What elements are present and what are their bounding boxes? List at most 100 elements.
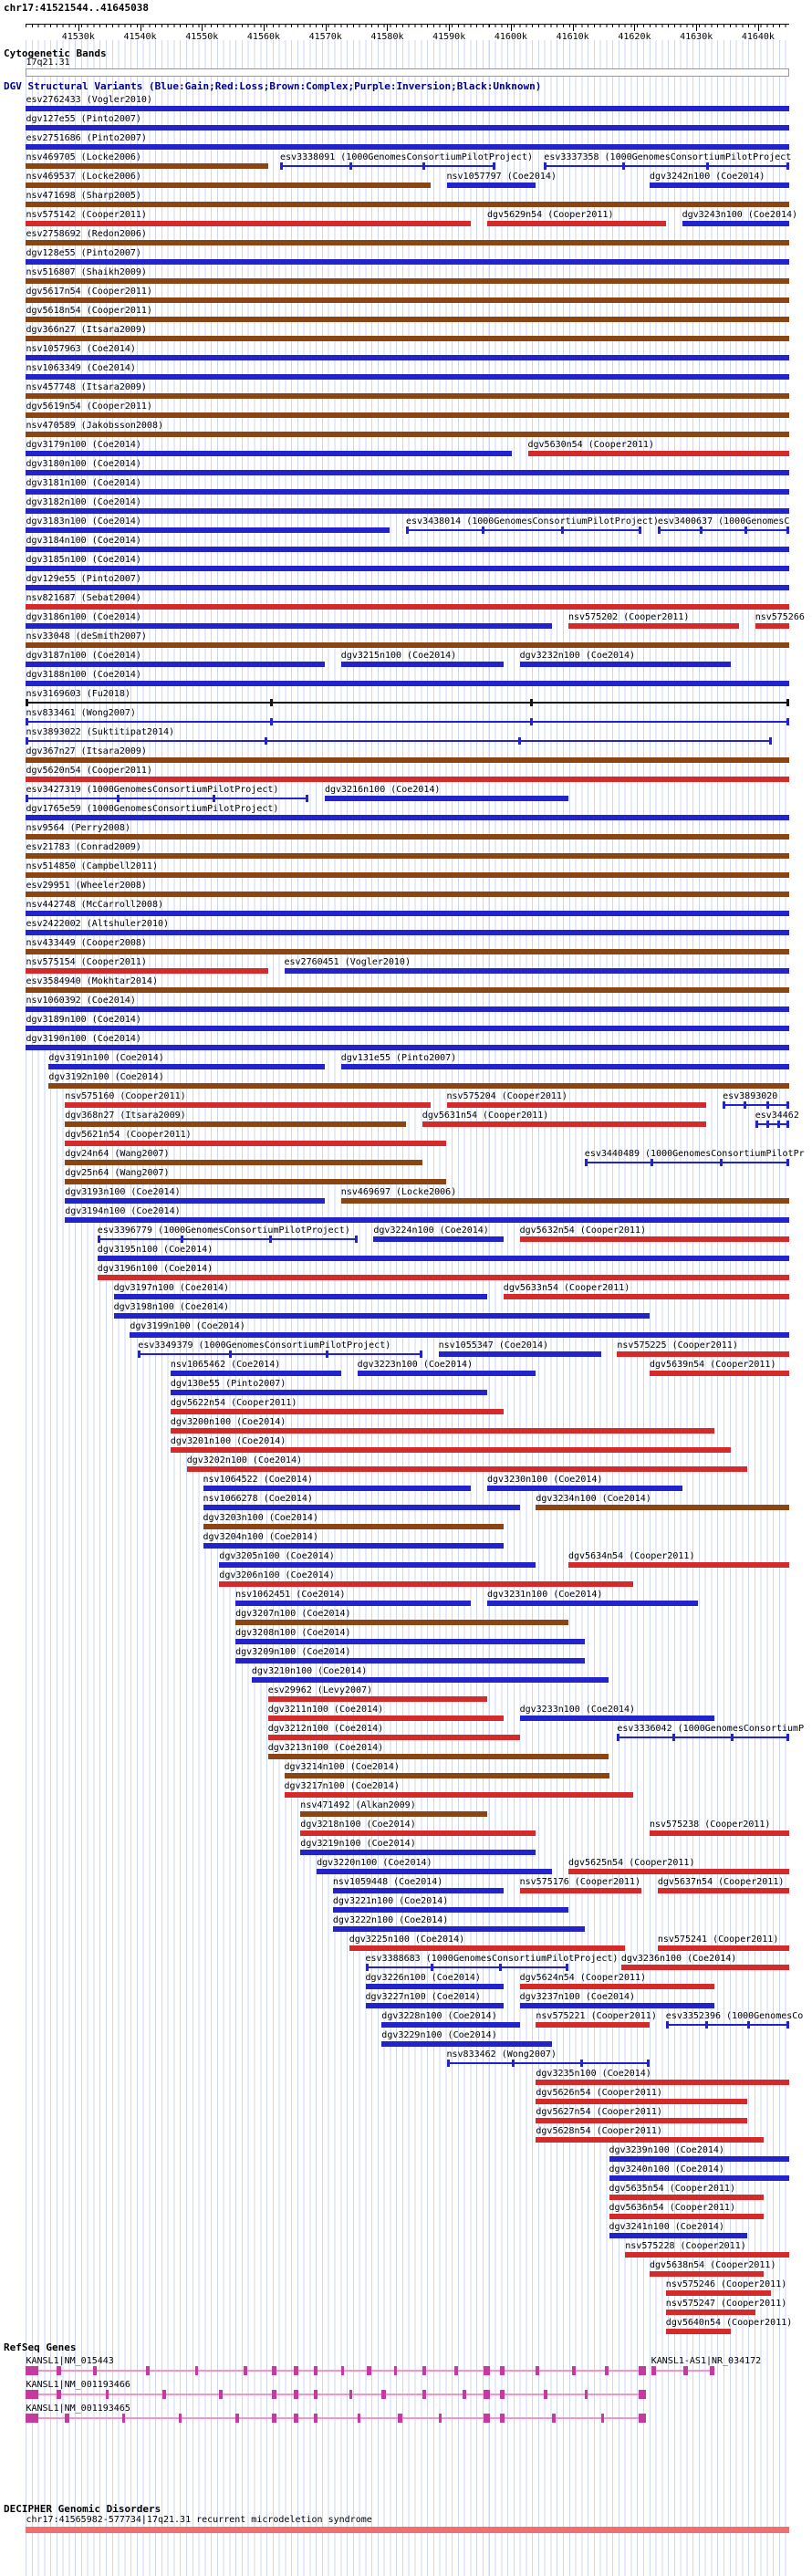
variant-bar[interactable] xyxy=(365,1984,504,1989)
gene-exon[interactable] xyxy=(244,2366,247,2375)
variant-label[interactable]: esv3400637 (1000GenomesC xyxy=(657,516,790,527)
variant-label[interactable]: nsv9564 (Perry2008) xyxy=(26,823,130,833)
variant-label[interactable]: dgv3231n100 (Coe2014) xyxy=(487,1590,603,1600)
variant-label[interactable]: dgv3200n100 (Coe2014) xyxy=(170,1417,286,1427)
variant-bar[interactable] xyxy=(26,1006,790,1012)
variant-bar[interactable] xyxy=(568,623,739,629)
gene-exon[interactable] xyxy=(639,2390,646,2399)
variant-label[interactable]: esv3337358 (1000GenomesConsortiumPilotPr… xyxy=(544,152,792,162)
variant-bar[interactable] xyxy=(340,1064,790,1069)
gene-exon[interactable] xyxy=(484,2414,490,2423)
variant-label[interactable]: dgv3242n100 (Coe2014) xyxy=(650,172,765,182)
gene-exon[interactable] xyxy=(178,2414,182,2423)
variant-bar[interactable] xyxy=(26,815,790,820)
variant-label[interactable]: dgv3211n100 (Coe2014) xyxy=(267,1705,384,1715)
variant-bar[interactable] xyxy=(568,1869,790,1874)
variant-bar[interactable] xyxy=(657,1888,790,1893)
variant-label[interactable]: esv2762433 (Vogler2010) xyxy=(26,95,152,105)
variant-label[interactable]: nsv575228 (Cooper2011) xyxy=(625,2241,746,2251)
variant-line[interactable] xyxy=(26,721,790,723)
gene-exon[interactable] xyxy=(121,2414,126,2423)
variant-label[interactable]: dgv5636n54 (Cooper2011) xyxy=(609,2203,735,2213)
variant-bar[interactable] xyxy=(519,1716,715,1721)
variant-label[interactable]: dgv3212n100 (Coe2014) xyxy=(267,1724,384,1734)
variant-bar[interactable] xyxy=(97,1256,790,1261)
gene-line[interactable] xyxy=(26,2370,646,2372)
variant-label[interactable]: dgv3228n100 (Coe2014) xyxy=(381,2011,497,2021)
variant-label[interactable]: dgv3185n100 (Coe2014) xyxy=(26,555,141,565)
gene-exon[interactable] xyxy=(584,2390,588,2399)
variant-bar[interactable] xyxy=(26,336,790,341)
variant-label[interactable]: esv2760451 (Vogler2010) xyxy=(284,957,411,967)
variant-line[interactable] xyxy=(280,165,495,167)
variant-label[interactable]: nsv1065462 (Coe2014) xyxy=(170,1360,281,1370)
variant-label[interactable]: nsv1057963 (Coe2014) xyxy=(26,344,136,354)
variant-bar[interactable] xyxy=(617,1351,790,1357)
variant-bar[interactable] xyxy=(267,1696,487,1702)
gene-exon[interactable] xyxy=(65,2414,69,2423)
variant-label[interactable]: dgv3186n100 (Coe2014) xyxy=(26,612,141,622)
gene-exon[interactable] xyxy=(313,2414,318,2423)
variant-bar[interactable] xyxy=(26,432,790,437)
variant-label[interactable]: dgv3240n100 (Coe2014) xyxy=(609,2164,724,2174)
variant-label[interactable]: nsv575246 (Cooper2011) xyxy=(665,2279,787,2289)
variant-label[interactable]: dgv5638n54 (Cooper2011) xyxy=(650,2260,776,2270)
gene-exon[interactable] xyxy=(500,2390,505,2399)
variant-label[interactable]: dgv130e55 (Pinto2007) xyxy=(170,1379,286,1389)
gene-exon[interactable] xyxy=(57,2366,61,2375)
variant-label[interactable]: esv3338091 (1000GenomesConsortiumPilotPr… xyxy=(280,152,533,162)
variant-bar[interactable] xyxy=(349,1945,626,1951)
variant-bar[interactable] xyxy=(113,1313,650,1319)
variant-bar[interactable] xyxy=(300,1830,536,1836)
variant-label[interactable]: dgv3217n100 (Coe2014) xyxy=(284,1781,400,1791)
gene-line[interactable] xyxy=(26,2417,646,2419)
decipher-bar[interactable] xyxy=(26,2527,790,2533)
variant-bar[interactable] xyxy=(609,2195,764,2200)
variant-bar[interactable] xyxy=(503,1294,790,1299)
variant-bar[interactable] xyxy=(235,1639,585,1644)
variant-bar[interactable] xyxy=(519,2003,715,2008)
variant-label[interactable]: dgv5637n54 (Cooper2011) xyxy=(657,1877,785,1887)
variant-label[interactable]: esv3388683 (1000GenomesConsortiumPilotPr… xyxy=(365,1954,619,1964)
variant-label[interactable]: dgv3199n100 (Coe2014) xyxy=(130,1321,245,1331)
variant-label[interactable]: dgv25n64 (Wang2007) xyxy=(65,1168,170,1178)
variant-label[interactable]: dgv5620n54 (Cooper2011) xyxy=(26,766,152,776)
variant-label[interactable]: dgv5633n54 (Cooper2011) xyxy=(503,1283,630,1293)
variant-bar[interactable] xyxy=(26,374,790,380)
variant-bar[interactable] xyxy=(26,125,790,130)
variant-bar[interactable] xyxy=(170,1447,731,1453)
variant-bar[interactable] xyxy=(65,1217,790,1223)
variant-label[interactable]: dgv3183n100 (Coe2014) xyxy=(26,516,141,527)
variant-bar[interactable] xyxy=(48,1083,790,1089)
gene-exon[interactable] xyxy=(381,2390,386,2399)
gene-exon[interactable] xyxy=(709,2366,715,2375)
variant-label[interactable]: dgv131e55 (Pinto2007) xyxy=(340,1053,457,1063)
variant-label[interactable]: dgv3237n100 (Coe2014) xyxy=(519,1992,636,2002)
variant-label[interactable]: nsv575154 (Cooper2011) xyxy=(26,957,147,967)
variant-bar[interactable] xyxy=(26,489,790,495)
variant-bar[interactable] xyxy=(650,2271,764,2277)
variant-line[interactable] xyxy=(26,702,790,704)
variant-label[interactable]: nsv442748 (McCarroll2008) xyxy=(26,900,163,910)
variant-bar[interactable] xyxy=(609,2233,747,2238)
gene-exon[interactable] xyxy=(26,2414,38,2423)
variant-bar[interactable] xyxy=(26,1045,790,1050)
variant-label[interactable]: esv2758692 (Redon2006) xyxy=(26,229,147,239)
variant-bar[interactable] xyxy=(536,2118,747,2123)
variant-bar[interactable] xyxy=(381,2041,553,2047)
variant-bar[interactable] xyxy=(26,777,790,782)
variant-bar[interactable] xyxy=(65,1198,325,1204)
variant-label[interactable]: nsv833462 (Wong2007) xyxy=(446,2049,557,2060)
variant-label[interactable]: dgv3224n100 (Coe2014) xyxy=(373,1225,489,1236)
variant-bar[interactable] xyxy=(267,1754,609,1759)
variant-label[interactable]: nsv1060392 (Coe2014) xyxy=(26,996,136,1006)
variant-bar[interactable] xyxy=(26,451,512,456)
variant-label[interactable]: dgv3220n100 (Coe2014) xyxy=(317,1858,432,1868)
variant-label[interactable]: dgv3192n100 (Coe2014) xyxy=(48,1072,164,1082)
gene-exon[interactable] xyxy=(463,2390,466,2399)
variant-label[interactable]: nsv33048 (deSmith2007) xyxy=(26,631,147,641)
gene-exon[interactable] xyxy=(340,2366,345,2375)
variant-bar[interactable] xyxy=(620,1965,790,1970)
variant-label[interactable]: dgv3209n100 (Coe2014) xyxy=(235,1647,351,1657)
variant-label[interactable]: nsv471492 (Alkan2009) xyxy=(300,1800,416,1810)
